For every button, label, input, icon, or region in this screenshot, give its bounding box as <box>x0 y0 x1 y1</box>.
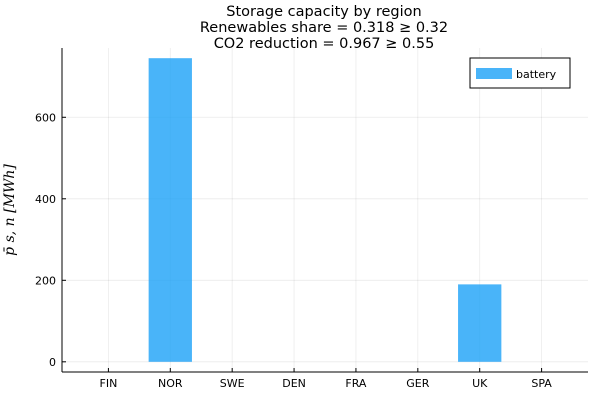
y-axis-ticks: 0 200 400 600 <box>35 111 66 369</box>
x-tick-label-ger: GER <box>406 377 429 390</box>
x-tick-label-den: DEN <box>282 377 306 390</box>
x-tick-label-spa: SPA <box>531 377 552 390</box>
legend: battery <box>469 57 571 89</box>
legend-label-battery: battery <box>516 68 557 81</box>
chart-title: Storage capacity by region Renewables sh… <box>200 4 448 52</box>
y-tick-label-400: 400 <box>35 193 56 206</box>
bar-nor <box>148 58 192 362</box>
legend-swatch-battery <box>476 68 512 79</box>
grid-lines <box>62 48 588 372</box>
x-tick-label-swe: SWE <box>220 377 245 390</box>
x-tick-label-uk: UK <box>472 377 488 390</box>
chart-title-line-2: Renewables share = 0.318 ≥ 0.32 <box>200 20 448 36</box>
x-tick-label-fin: FIN <box>100 377 118 390</box>
y-axis-label: p̄ s, n [MWh] <box>2 164 18 256</box>
y-tick-label-600: 600 <box>35 111 56 124</box>
y-tick-label-200: 200 <box>35 274 56 287</box>
y-tick-label-0: 0 <box>49 356 56 369</box>
x-tick-label-nor: NOR <box>158 377 183 390</box>
bar-uk <box>458 284 502 362</box>
bars <box>148 58 502 362</box>
chart-title-line-3: CO2 reduction = 0.967 ≥ 0.55 <box>214 36 435 52</box>
plot-axes <box>61 48 588 373</box>
chart-title-line-1: Storage capacity by region <box>226 4 421 20</box>
x-tick-label-fra: FRA <box>345 377 367 390</box>
x-axis-ticks: FIN NOR SWE DEN FRA GER UK SPA <box>100 368 552 390</box>
